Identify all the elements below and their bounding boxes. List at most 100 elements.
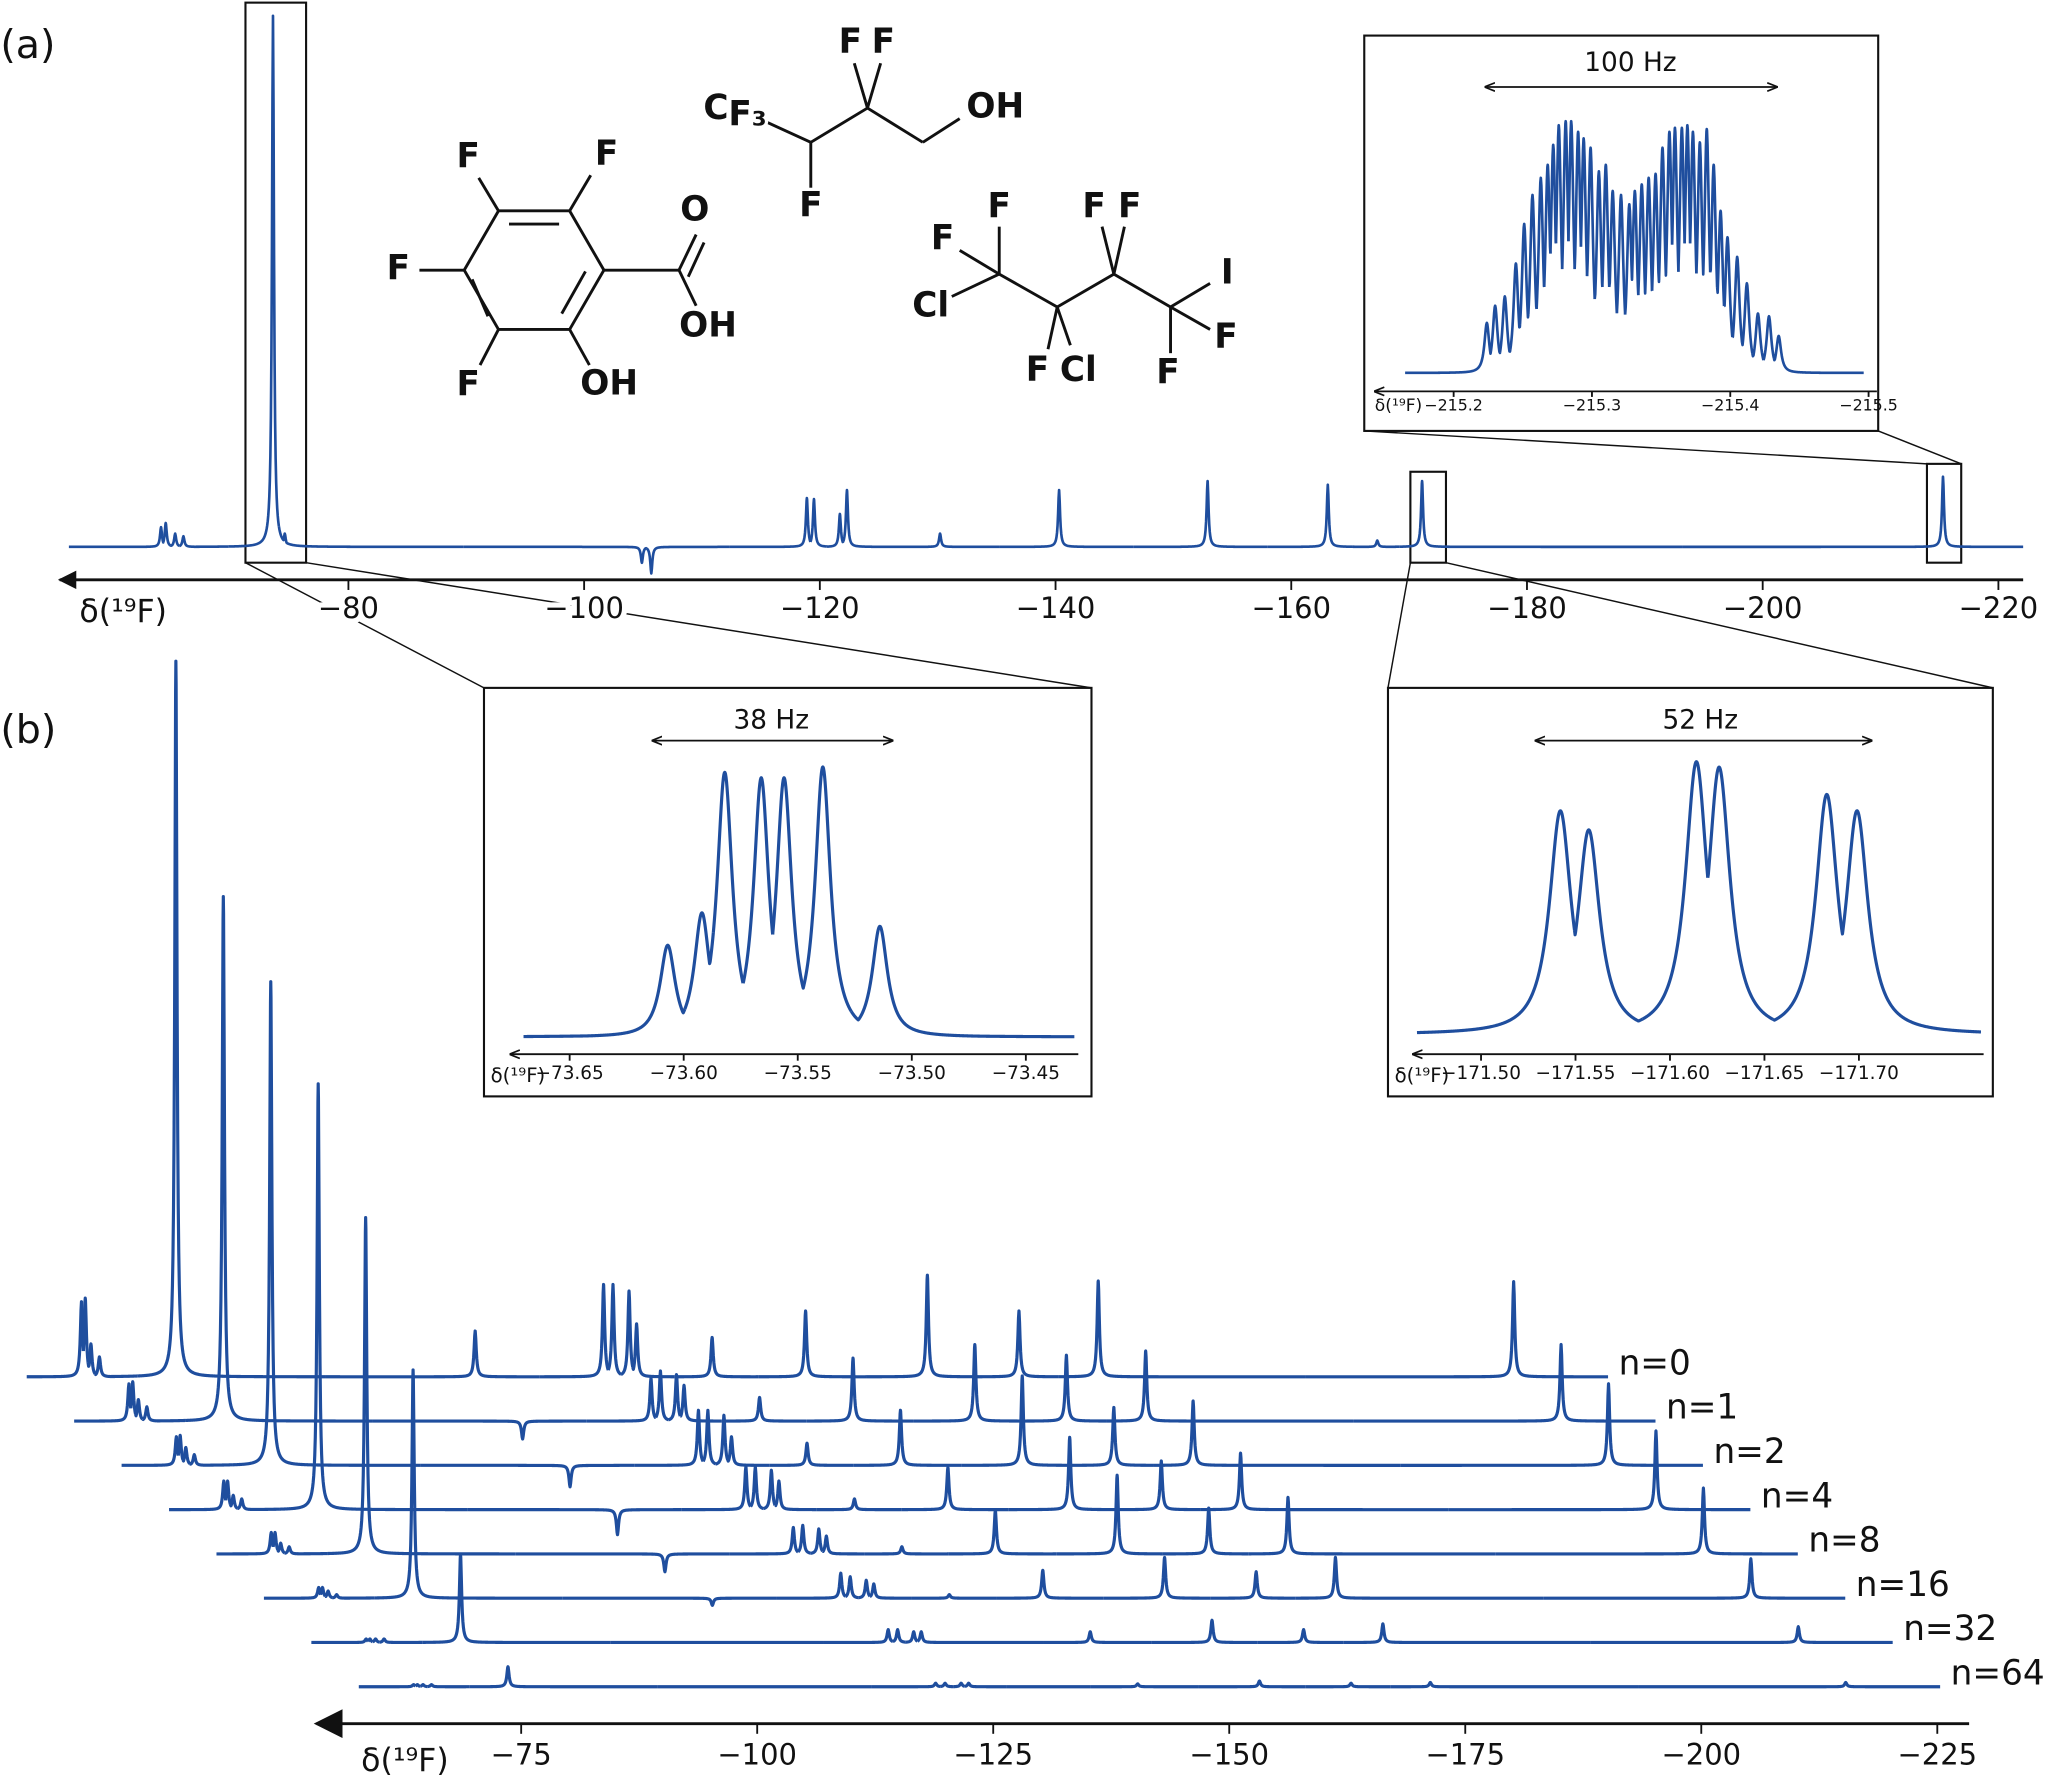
peak bbox=[821, 1534, 866, 1556]
peak bbox=[771, 776, 805, 990]
peak bbox=[910, 1593, 998, 1600]
peak bbox=[801, 765, 853, 1013]
atom-label: F bbox=[1156, 353, 1179, 393]
bond bbox=[560, 270, 587, 315]
peak bbox=[1066, 1405, 1156, 1467]
peak bbox=[1840, 809, 1983, 1034]
peak bbox=[947, 1508, 1058, 1556]
panel-label: (b) bbox=[0, 707, 56, 753]
peak bbox=[136, 659, 327, 1379]
peak bbox=[278, 1082, 470, 1512]
peak bbox=[720, 1395, 808, 1423]
peak bbox=[371, 1419, 589, 1441]
connector bbox=[1445, 561, 1994, 689]
peak bbox=[169, 532, 181, 548]
peak bbox=[324, 1329, 541, 1379]
peak bbox=[822, 1628, 895, 1645]
peak bbox=[1650, 172, 1661, 291]
peak bbox=[891, 1628, 908, 1644]
bond bbox=[677, 233, 698, 271]
connector bbox=[1364, 430, 1927, 465]
x-tick-label: −160 bbox=[1251, 591, 1331, 625]
x-tick-label: −73.60 bbox=[650, 1063, 718, 1084]
peak bbox=[283, 1545, 329, 1556]
peak bbox=[262, 1585, 323, 1600]
spectrum-panel: −171.50 −171.55 −171.60 −171.65 −171.70 δ(¹⁹F… bbox=[1386, 686, 1994, 1098]
peak bbox=[1199, 1451, 1450, 1512]
peak bbox=[912, 1342, 1022, 1423]
bond bbox=[764, 119, 812, 144]
atom-label: F bbox=[931, 218, 954, 258]
peak bbox=[1601, 163, 1611, 288]
panel-label: (a) bbox=[0, 22, 55, 68]
peak bbox=[1706, 765, 1775, 1021]
peak bbox=[94, 1355, 139, 1379]
peak bbox=[1641, 760, 1710, 1021]
peak bbox=[1007, 1435, 1117, 1512]
x-tick-label: −180 bbox=[1487, 591, 1567, 625]
series-label: n=32 bbox=[1903, 1609, 1997, 1649]
peak bbox=[826, 512, 845, 548]
peak bbox=[1351, 539, 1401, 549]
peak bbox=[1731, 255, 1744, 343]
peak bbox=[701, 1408, 718, 1466]
peak bbox=[728, 1525, 800, 1556]
peak bbox=[852, 1408, 963, 1467]
peak bbox=[1509, 262, 1522, 350]
peak bbox=[1057, 1279, 1308, 1379]
peak bbox=[775, 1571, 847, 1600]
peak bbox=[726, 1435, 771, 1467]
peak bbox=[1549, 143, 1558, 254]
peak bbox=[134, 1398, 144, 1421]
bond bbox=[951, 272, 1000, 298]
x-tick-label: −171.60 bbox=[1630, 1063, 1710, 1084]
peak bbox=[1104, 1349, 1355, 1423]
chemical-structure: F F F F OH O OH bbox=[383, 131, 740, 408]
peak bbox=[850, 924, 1076, 1039]
trace: n=16 bbox=[262, 1368, 1950, 1607]
peak bbox=[215, 1530, 275, 1556]
peak bbox=[1304, 1280, 1610, 1379]
peak bbox=[419, 1683, 429, 1689]
bond bbox=[478, 328, 500, 366]
peak bbox=[1554, 123, 1564, 270]
bond bbox=[568, 174, 592, 212]
peak bbox=[178, 534, 230, 549]
peak bbox=[1670, 126, 1680, 272]
peak bbox=[844, 1575, 860, 1600]
peak bbox=[1114, 1459, 1203, 1512]
x-tick-label: −75 bbox=[491, 1738, 552, 1772]
peak bbox=[1771, 792, 1844, 1022]
atom-label: F bbox=[872, 22, 895, 62]
x-tick-label: −125 bbox=[953, 1738, 1033, 1772]
zoom-guides bbox=[244, 1, 1994, 689]
bond bbox=[922, 117, 961, 144]
peak bbox=[1447, 1429, 1752, 1512]
peak bbox=[868, 1582, 913, 1600]
peak bbox=[1701, 127, 1712, 273]
peak bbox=[1152, 1399, 1403, 1467]
zoom-box bbox=[1409, 470, 1448, 564]
peak bbox=[1708, 163, 1719, 288]
peak bbox=[865, 1273, 975, 1379]
peak bbox=[81, 1296, 90, 1363]
peak bbox=[952, 1681, 967, 1689]
peak bbox=[1342, 1622, 1593, 1645]
peak bbox=[768, 1441, 856, 1467]
trace: n=4 bbox=[167, 1082, 1833, 1537]
bond bbox=[470, 278, 490, 317]
trace: n=0 bbox=[25, 659, 1691, 1383]
atom-label: OH bbox=[580, 363, 638, 403]
peak bbox=[1389, 1680, 1640, 1689]
peak bbox=[774, 1479, 818, 1512]
spectrum-panel: −215.2 −215.3 −215.4 −215.5 δ(¹⁹F) 100 Hz bbox=[1363, 34, 1898, 432]
bond bbox=[1169, 305, 1211, 331]
atom-label: F bbox=[799, 185, 822, 225]
x-axis-label: δ(¹⁹F) bbox=[491, 1064, 546, 1087]
peak bbox=[1560, 119, 1570, 270]
series-label: n=2 bbox=[1713, 1432, 1785, 1472]
x-axis-label: δ(¹⁹F) bbox=[361, 1743, 449, 1779]
peak bbox=[331, 1593, 377, 1600]
bond bbox=[1055, 306, 1072, 346]
peak bbox=[522, 943, 687, 1039]
